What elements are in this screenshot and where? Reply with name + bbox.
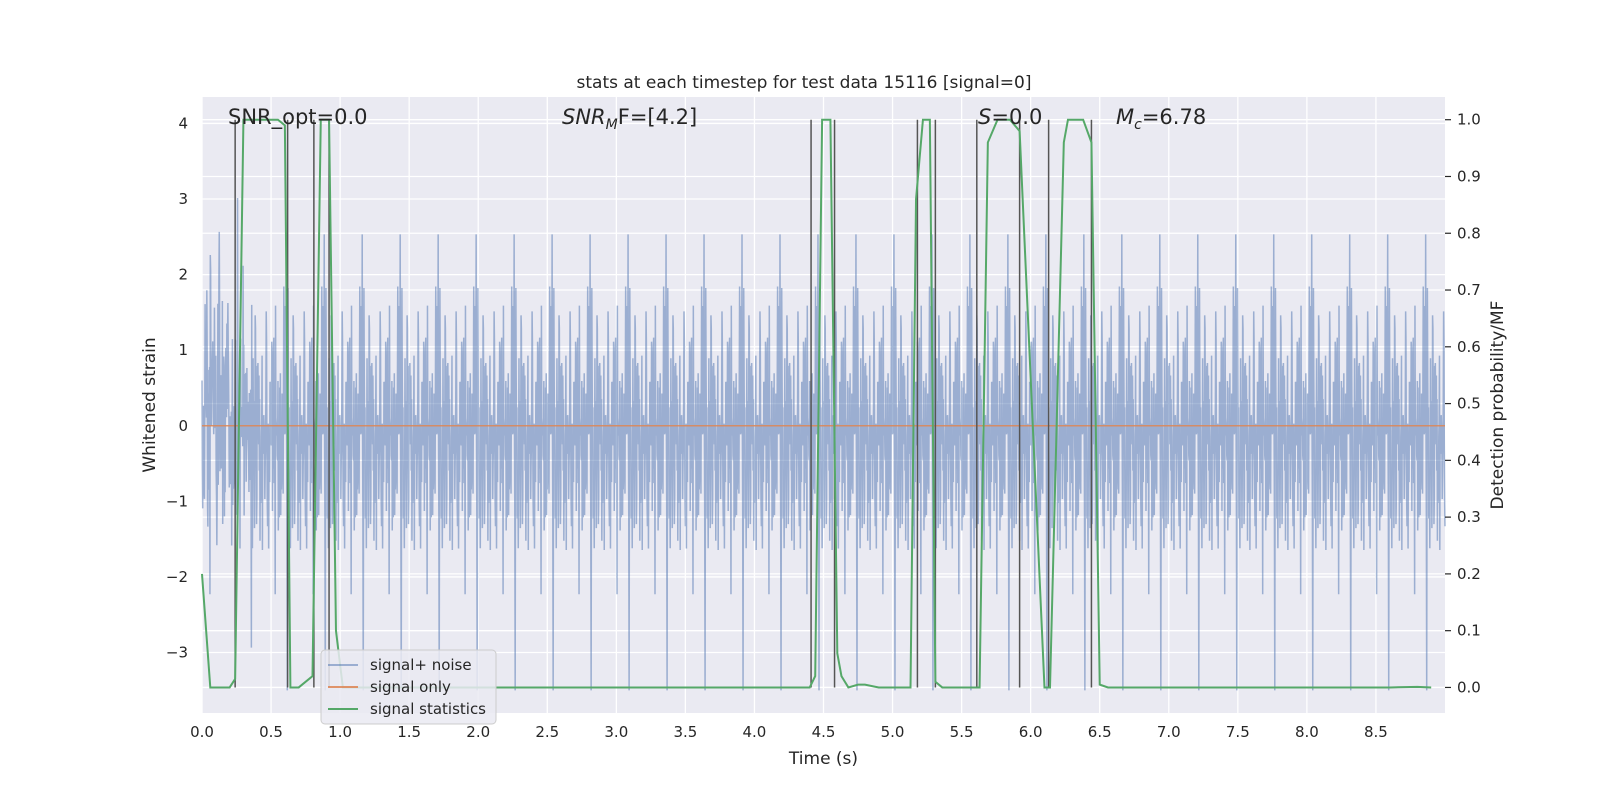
y-tick-label: −2 (166, 568, 188, 586)
x-tick-label: 4.5 (812, 723, 836, 741)
y-axis-label: Whitened strain (140, 337, 160, 472)
annotation-snr-mf: SNRMF=[4.2] (562, 105, 697, 133)
legend-label: signal only (370, 678, 451, 696)
annotation-s-rest: =0.0 (991, 105, 1042, 129)
y-tick-label: 3 (178, 190, 188, 208)
x-tick-label: 0.0 (190, 723, 214, 741)
y-tick-label: −1 (166, 492, 188, 510)
annotation-snr-mf-main: SNR (562, 105, 606, 129)
signal-noise-series (201, 198, 1446, 691)
annotation-snr-mf-rest: F=[4.2] (618, 105, 697, 129)
x-tick-label: 6.0 (1019, 723, 1043, 741)
x-tick-label: 7.0 (1157, 723, 1181, 741)
legend-label: signal+ noise (370, 656, 472, 674)
x-axis-label: Time (s) (788, 749, 858, 769)
y-tick-label: 2 (178, 266, 188, 284)
y-tick-label: 0 (178, 417, 188, 435)
y-tick-label: 1 (178, 341, 188, 359)
annotation-snr-mf-sub: M (606, 117, 618, 133)
legend-box (320, 649, 497, 725)
annotation-mc-main: M (1116, 105, 1134, 129)
y2-tick-label: 0.5 (1457, 395, 1481, 413)
x-tick-label: 6.5 (1088, 723, 1112, 741)
x-tick-label: 8.0 (1295, 723, 1319, 741)
y2-tick-label: 0.2 (1457, 565, 1481, 583)
x-tick-label: 2.5 (535, 723, 559, 741)
x-tick-label: 5.0 (881, 723, 905, 741)
annotation-snr-opt: SNR_opt=0.0 (228, 105, 368, 130)
x-tick-label: 5.5 (950, 723, 974, 741)
x-tick-label: 8.5 (1364, 723, 1388, 741)
y2-tick-label: 0.3 (1457, 508, 1481, 526)
x-tick-label: 1.0 (328, 723, 352, 741)
x-tick-label: 7.5 (1226, 723, 1250, 741)
y-tick-label: 4 (178, 114, 188, 132)
x-tick-label: 2.0 (466, 723, 490, 741)
signal-statistics-series (201, 118, 1432, 689)
y2-tick-label: 0.1 (1457, 622, 1481, 640)
y2-tick-label: 0.6 (1457, 338, 1481, 356)
annotation-mc: Mc=6.78 (1116, 105, 1206, 133)
x-tick-label: 4.0 (743, 723, 767, 741)
x-tick-label: 3.5 (673, 723, 697, 741)
annotation-s: S=0.0 (978, 105, 1042, 129)
annotation-mc-sub: c (1134, 117, 1142, 133)
x-tick-label: 1.5 (397, 723, 421, 741)
x-tick-label: 3.0 (604, 723, 628, 741)
y2-tick-label: 0.0 (1457, 678, 1481, 696)
y-tick-label: −3 (166, 644, 188, 662)
annotation-s-main: S (978, 105, 991, 129)
y2-tick-label: 1.0 (1457, 111, 1481, 129)
y2-tick-label: 0.9 (1457, 167, 1481, 185)
y2-axis-label: Detection probability/MF (1488, 301, 1508, 510)
y2-tick-label: 0.4 (1457, 451, 1481, 469)
chart-title: stats at each timestep for test data 151… (577, 73, 1032, 93)
y2-tick-label: 0.8 (1457, 224, 1481, 242)
y2-tick-label: 0.7 (1457, 281, 1481, 299)
x-tick-label: 0.5 (259, 723, 283, 741)
annotation-mc-rest: =6.78 (1142, 105, 1206, 129)
legend-label: signal statistics (370, 700, 486, 718)
